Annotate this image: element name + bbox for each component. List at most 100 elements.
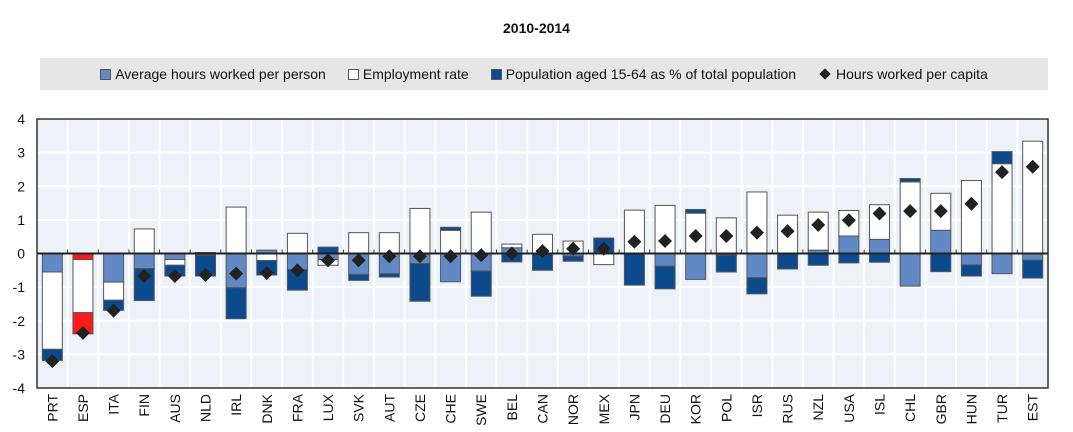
marker-HUN: [964, 196, 979, 211]
marker-TUR: [995, 165, 1010, 180]
x-tick-label: KOR: [688, 394, 704, 424]
marker-PRT: [45, 354, 60, 369]
bar-segment-CHL: [899, 178, 921, 183]
x-tick-label: TUR: [994, 394, 1010, 423]
marker-CAN: [535, 244, 550, 259]
x-tick-label: LUX: [320, 393, 336, 421]
bar-segment-HUN: [960, 180, 982, 254]
x-tick-label: CHL: [902, 394, 918, 422]
marker-LUX: [321, 253, 336, 268]
legend-swatch: [100, 68, 112, 80]
bar-segment-ISL: [869, 238, 890, 255]
x-tick-label: SWE: [473, 394, 489, 426]
x-tick-label: AUT: [381, 394, 397, 422]
bar-segment-FIN: [133, 228, 155, 254]
y-tick-label: 1: [17, 212, 25, 228]
x-tick-label: NZL: [810, 394, 826, 421]
x-tick-label: ITA: [106, 393, 122, 414]
bar-segment-JPN: [623, 253, 645, 286]
legend-swatch: [347, 68, 359, 80]
marker-FIN: [137, 269, 152, 284]
bar-segment-EST: [1022, 140, 1044, 255]
bar-segment-DEU: [654, 265, 676, 290]
y-tick-label: -3: [13, 346, 26, 362]
y-tick-label: 0: [17, 246, 25, 262]
marker-ESP: [75, 325, 90, 340]
y-tick-label: -1: [13, 279, 26, 295]
marker-MEX: [596, 241, 611, 256]
x-tick-label: DEU: [657, 394, 673, 424]
x-tick-label: HUN: [963, 394, 979, 424]
marker-USA: [841, 213, 856, 228]
bar-segment-AUT: [378, 273, 400, 278]
legend-label: Population aged 15-64 as % of total popu…: [505, 66, 797, 82]
marker-RUS: [780, 224, 795, 239]
bar-segment-EST: [1022, 259, 1044, 279]
bar-segment-CHE: [440, 226, 462, 231]
bar-segment-EST: [1022, 253, 1044, 261]
y-tick-label: 3: [17, 145, 25, 161]
bar-segment-SVK: [348, 273, 370, 281]
bar-segment-ITA: [103, 253, 125, 283]
bar-segment-KOR: [685, 253, 707, 280]
bar-segment-SWE: [470, 211, 492, 254]
bar-segment-ISL: [869, 253, 890, 263]
bar-segment-USA: [838, 253, 860, 264]
bar-segment-GBR: [930, 253, 952, 273]
bar-segment-DEU: [654, 253, 676, 267]
marker-ITA: [106, 303, 121, 318]
x-tick-label: IRL: [228, 394, 244, 416]
bar-segment-SWE: [470, 270, 492, 297]
x-tick-label: FIN: [136, 394, 152, 417]
marker-ISL: [872, 206, 887, 221]
marker-SWE: [474, 248, 489, 263]
bar-segment-KOR: [685, 208, 707, 214]
x-tick-label: JPN: [626, 394, 642, 420]
y-tick-label: -4: [13, 380, 26, 396]
x-tick-label: POL: [718, 394, 734, 422]
bar-segment-RUS: [777, 253, 799, 270]
legend-item-population: Population aged 15-64 as % of total popu…: [490, 66, 797, 82]
y-tick-label: -2: [13, 313, 26, 329]
bar-segment-ISR: [746, 253, 768, 279]
bar-segment-TUR: [991, 253, 1013, 275]
marker-NLD: [198, 268, 213, 283]
bar-segment-SVK: [348, 232, 370, 254]
legend-label: Average hours worked per person: [115, 66, 326, 82]
bar-segment-POL: [715, 254, 737, 273]
x-tick-label: USA: [841, 393, 857, 422]
marker-JPN: [627, 234, 642, 249]
x-tick-label: ISL: [872, 394, 888, 415]
bar-segment-ISR: [746, 277, 768, 295]
bar-segment-GBR: [930, 229, 952, 255]
legend-label: Employment rate: [362, 66, 469, 82]
bar-segment-TUR: [991, 151, 1013, 165]
bar-segment-CHL: [899, 253, 921, 287]
x-tick-label: CHE: [443, 394, 459, 424]
bar-segment-DNK: [256, 253, 278, 262]
bar-segment-CZE: [409, 207, 431, 255]
x-tick-label: CZE: [412, 394, 428, 422]
legend-label: Hours worked per capita: [836, 66, 988, 82]
legend-item-hours-per-capita: Hours worked per capita: [818, 66, 988, 82]
marker-SVK: [351, 253, 366, 268]
legend: Average hours worked per person Employme…: [40, 58, 1048, 90]
x-tick-label: SVK: [351, 393, 367, 422]
bar-segment-ESP: [72, 259, 94, 314]
x-tick-label: MEX: [596, 393, 612, 424]
plot-frame: [36, 118, 1049, 389]
x-tick-label: ISR: [749, 394, 765, 417]
bar-segment-FIN: [133, 253, 155, 270]
marker-NOR: [566, 241, 581, 256]
marker-ISR: [749, 225, 764, 240]
x-tick-label: EST: [1025, 394, 1041, 422]
x-tick-label: FRA: [289, 393, 305, 422]
bar-segment-IRL: [225, 206, 247, 255]
marker-IRL: [229, 266, 244, 281]
x-tick-label: BEL: [504, 394, 520, 421]
y-tick-label: 2: [17, 178, 25, 194]
x-tick-label: NOR: [565, 394, 581, 425]
bar-segment-AUS: [164, 259, 186, 266]
legend-swatch: [490, 68, 502, 80]
